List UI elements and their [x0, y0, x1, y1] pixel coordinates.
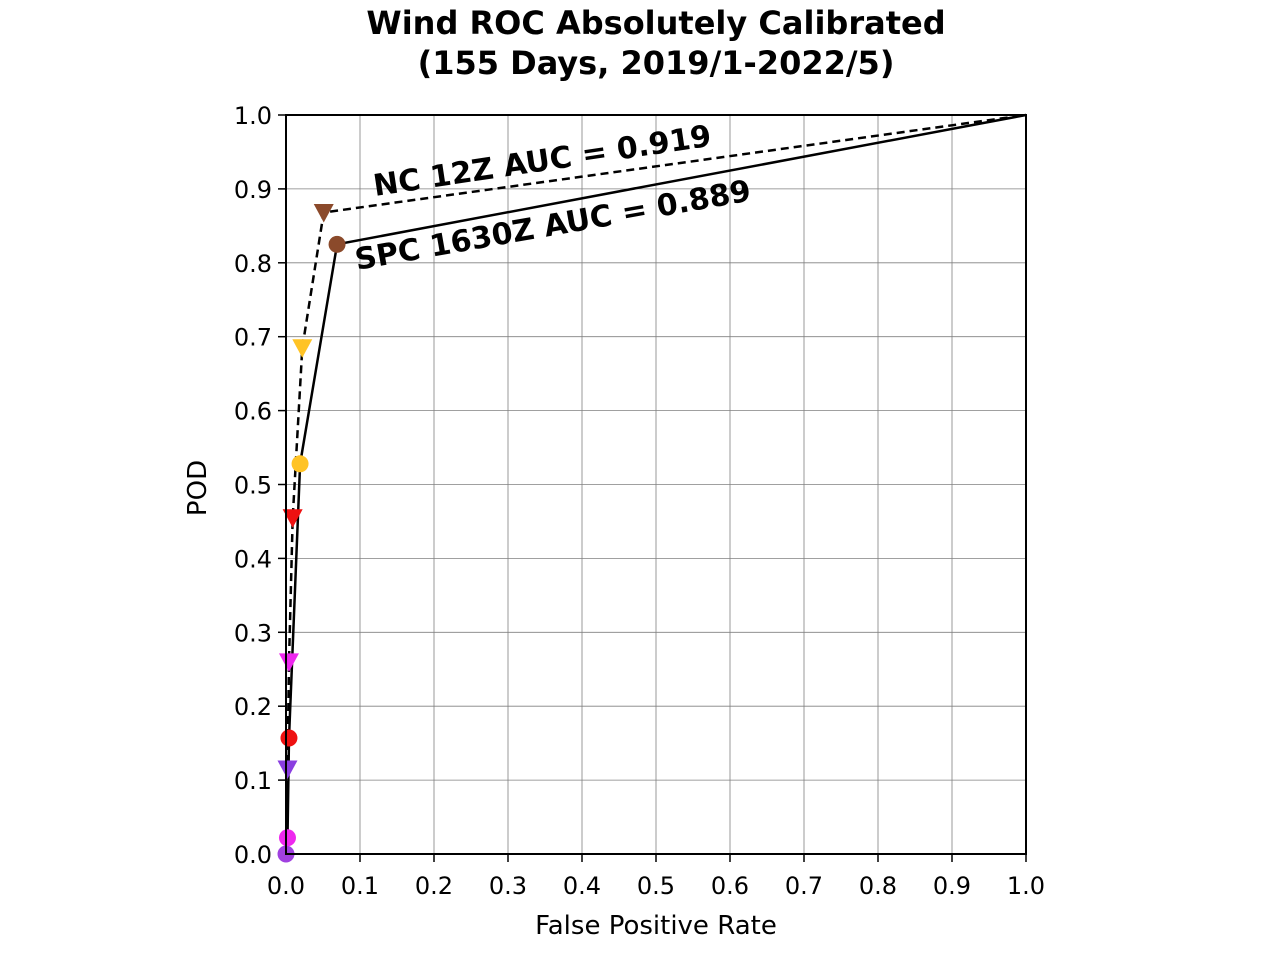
series-2-marker: [278, 829, 296, 847]
chart-title-line-2: (155 Days, 2019/1-2022/5): [418, 44, 895, 82]
y-tick-label: 0.1: [234, 767, 272, 795]
x-axis-label: False Positive Rate: [535, 911, 777, 941]
y-axis-label: POD: [183, 460, 213, 516]
series-1-marker: [278, 653, 299, 672]
series-2-marker: [280, 729, 298, 747]
grid: [285, 114, 1027, 855]
x-tick-label: 0.2: [415, 872, 453, 900]
series-2-marker: [328, 235, 346, 253]
x-tick-label: 0.6: [711, 872, 749, 900]
y-tick-label: 1.0: [234, 102, 272, 130]
series-layer: [277, 113, 1027, 863]
series-1-marker: [292, 339, 313, 358]
x-tick-label: 0.7: [785, 872, 823, 900]
y-tick-label: 0.3: [234, 619, 272, 647]
plot-frame: [285, 114, 1027, 855]
x-tick-label: 0.4: [563, 872, 601, 900]
x-tick-label: 0.8: [859, 872, 897, 900]
x-tick-label: 0.9: [933, 872, 971, 900]
series-1-marker: [277, 760, 298, 780]
y-tick-label: 0.9: [234, 176, 272, 204]
x-tick-label: 0.5: [637, 872, 675, 900]
y-tick-label: 0.7: [234, 324, 272, 352]
y-tick-label: 0.0: [234, 841, 272, 869]
chart-title-line-1: Wind ROC Absolutely Calibrated: [366, 4, 945, 42]
series-1-marker: [282, 509, 303, 528]
y-axis: 0.0 0.1 0.2 0.3 0.4 0.5 0.6 0.7 0.8 0.9 1.0: [234, 102, 286, 869]
x-axis: 0.0 0.1 0.2 0.3 0.4 0.5 0.6 0.7 0.8 0.9 1.0: [267, 854, 1045, 900]
y-tick-label: 0.6: [234, 398, 272, 426]
y-tick-label: 0.5: [234, 472, 272, 500]
x-tick-label: 1.0: [1007, 872, 1045, 900]
x-tick-label: 0.1: [341, 872, 379, 900]
series-2-marker: [291, 455, 309, 473]
x-tick-label: 0.3: [489, 872, 527, 900]
series-1-marker: [313, 204, 334, 223]
y-tick-label: 0.4: [234, 545, 272, 573]
y-tick-label: 0.2: [234, 693, 272, 721]
y-tick-label: 0.8: [234, 250, 272, 278]
x-tick-label: 0.0: [267, 872, 305, 900]
